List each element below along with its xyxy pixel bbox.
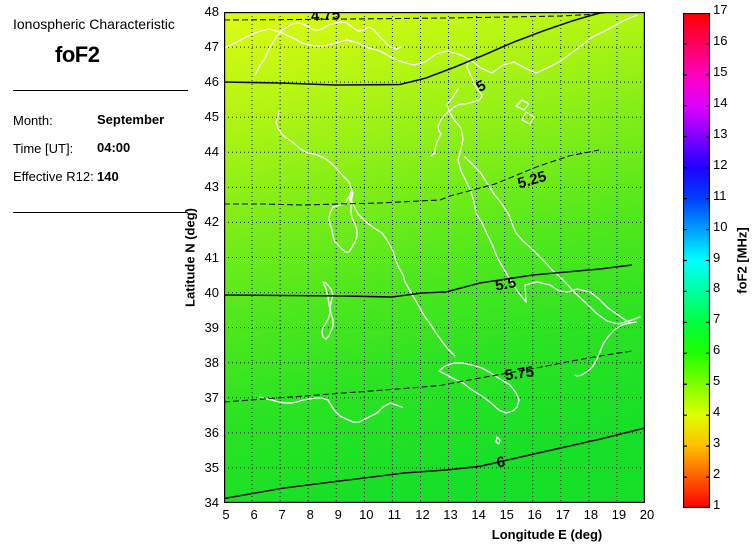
- svg-text:5.5: 5.5: [494, 274, 517, 294]
- svg-text:4.75: 4.75: [310, 12, 340, 25]
